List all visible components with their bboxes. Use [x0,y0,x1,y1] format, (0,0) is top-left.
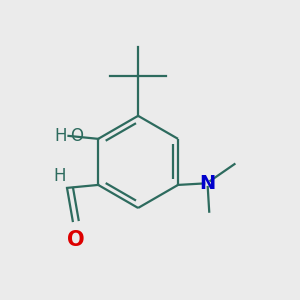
Text: O: O [67,230,85,250]
Text: N: N [200,174,216,193]
Text: H: H [55,127,67,145]
Text: H: H [53,167,65,185]
Text: O: O [70,127,83,145]
